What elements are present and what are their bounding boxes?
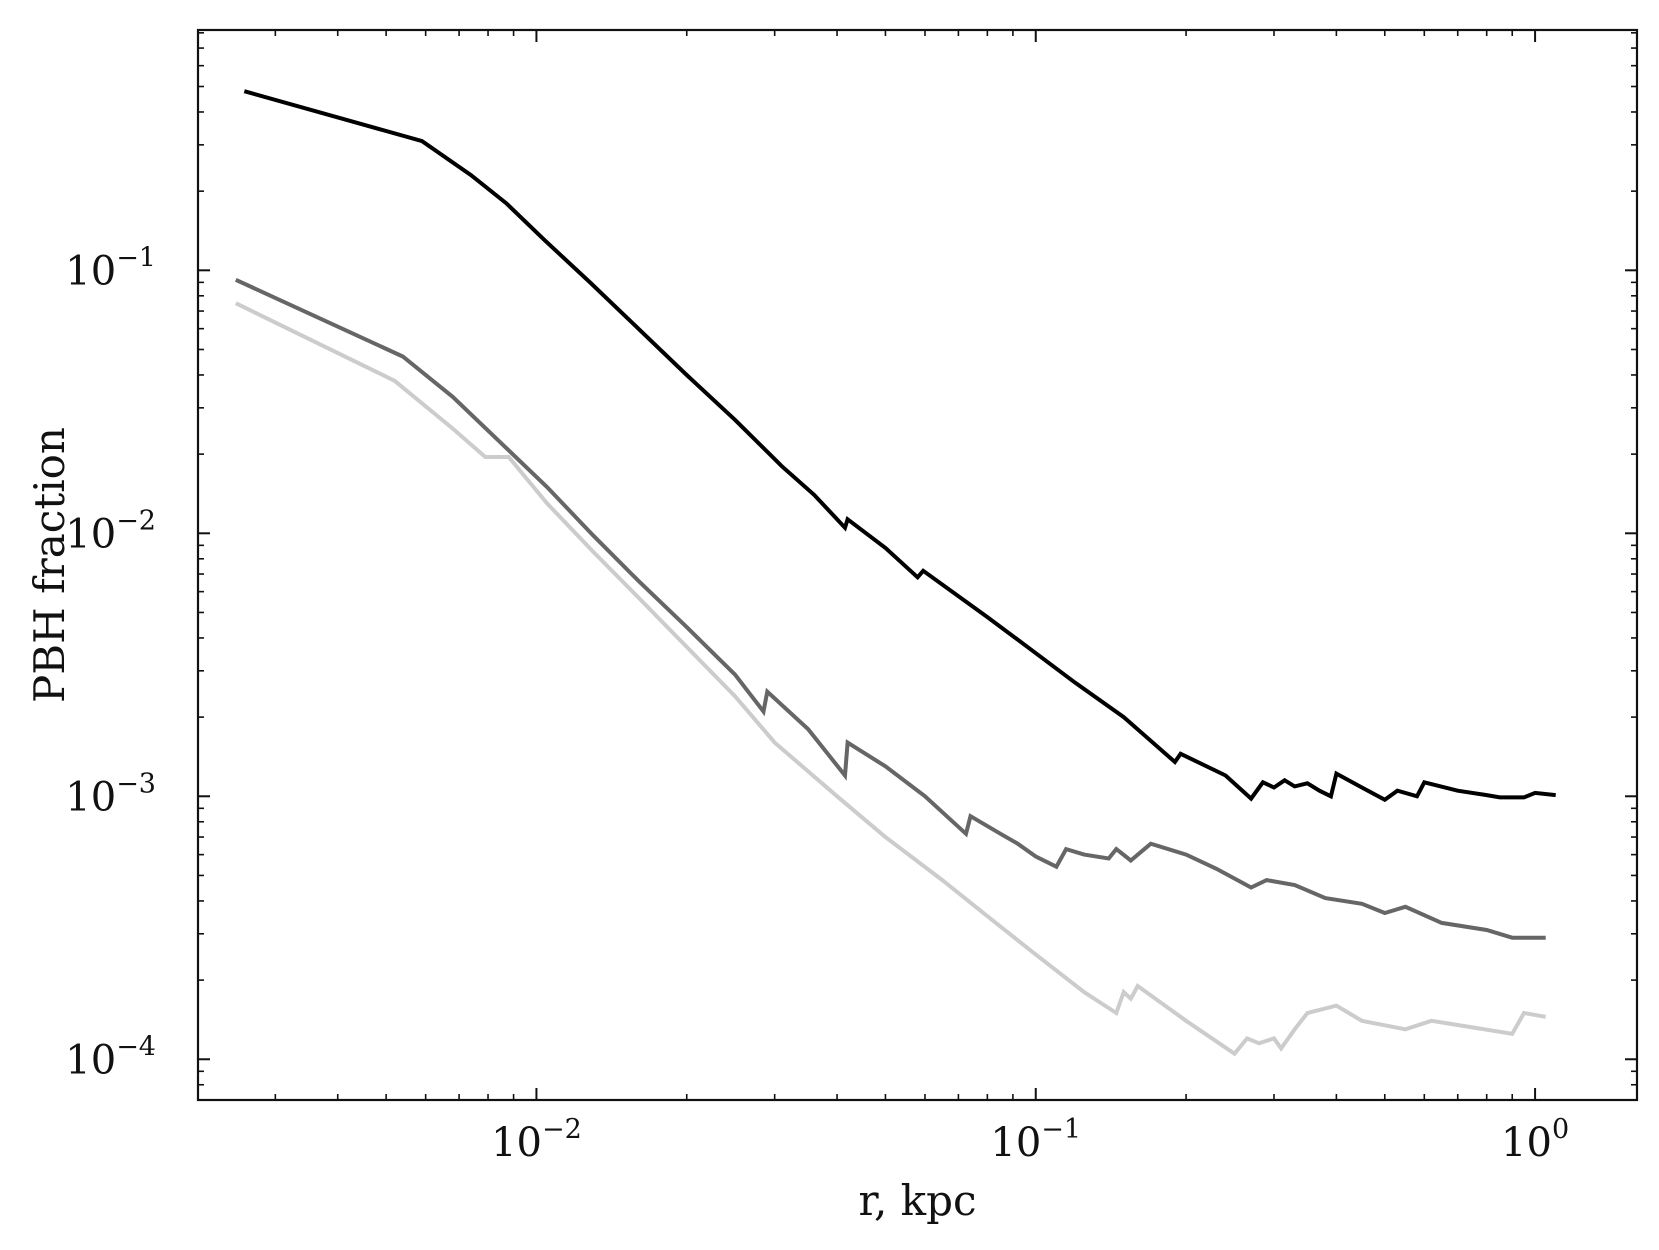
y-tick-label: 10−2	[65, 505, 156, 557]
x-tick-label: 10−2	[491, 1114, 582, 1166]
plot-frame	[196, 28, 1639, 1102]
y-tick-label: 10−1	[65, 242, 156, 294]
x-tick-label: 100	[1501, 1114, 1569, 1166]
tick-layer: 10−2 10−1 100 10−4 10−3 10−2 10−1	[65, 30, 1637, 1166]
y-tick-label: 10−3	[65, 768, 156, 820]
series-layer	[234, 89, 1556, 1057]
series-line-1	[243, 89, 1556, 803]
series-line-2	[234, 277, 1546, 940]
series-line-3	[234, 301, 1547, 1057]
y-axis-title: PBH fraction	[25, 427, 74, 703]
y-tick-label: 10−4	[65, 1031, 156, 1083]
x-axis-title: r, kpc	[858, 1176, 976, 1225]
x-tick-label: 10−1	[990, 1114, 1081, 1166]
